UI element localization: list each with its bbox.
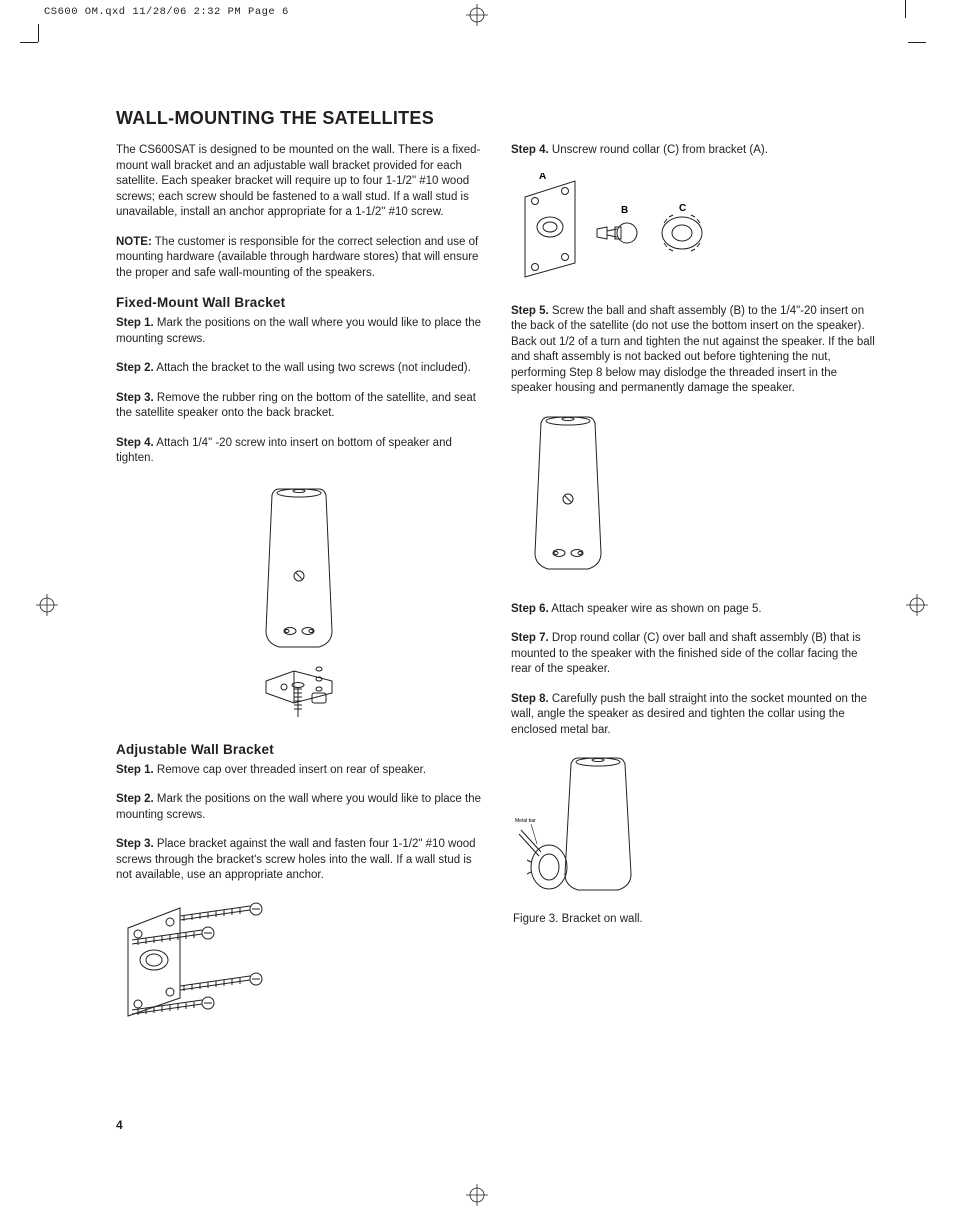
note-paragraph: NOTE: The customer is responsible for th… xyxy=(116,235,481,282)
step-text: Remove the rubber ring on the bottom of … xyxy=(116,392,476,420)
label-a: A xyxy=(539,173,546,182)
step-label: Step 3. xyxy=(116,392,154,404)
step-text: Attach speaker wire as shown on page 5. xyxy=(549,603,762,615)
page-title: WALL-MOUNTING THE SATELLITES xyxy=(116,108,876,129)
step-label: Step 5. xyxy=(511,305,549,317)
step-text: Mark the positions on the wall where you… xyxy=(116,317,481,345)
step-text: Screw the ball and shaft assembly (B) to… xyxy=(511,305,875,395)
page-number: 4 xyxy=(116,1118,123,1132)
registration-mark-icon xyxy=(466,1184,488,1206)
step-label: Step 2. xyxy=(116,362,154,374)
figure-wall-plate-screws xyxy=(120,898,481,1023)
right-step-5: Step 5. Screw the ball and shaft assembl… xyxy=(511,304,876,397)
wall-plate-screws-icon xyxy=(120,898,280,1018)
two-column-layout: The CS600SAT is designed to be mounted o… xyxy=(116,143,876,1039)
step-label: Step 4. xyxy=(511,144,549,156)
registration-mark-icon xyxy=(466,4,488,26)
step-text: Unscrew round collar (C) from bracket (A… xyxy=(549,144,768,156)
figure-speaker-rear xyxy=(513,411,876,586)
crop-mark xyxy=(38,24,39,42)
crop-mark xyxy=(908,42,926,43)
adj-step-3: Step 3. Place bracket against the wall a… xyxy=(116,837,481,884)
right-column: Step 4. Unscrew round collar (C) from br… xyxy=(511,143,876,1039)
fixed-step-4: Step 4. Attach 1/4" -20 screw into inser… xyxy=(116,436,481,467)
right-step-4: Step 4. Unscrew round collar (C) from br… xyxy=(511,143,876,159)
registration-mark-icon xyxy=(906,594,928,616)
speaker-fixed-bracket-icon xyxy=(224,481,374,721)
step-text: Attach 1/4" -20 screw into insert on bot… xyxy=(116,437,452,465)
bracket-parts-icon: A B C xyxy=(517,173,717,283)
figure-3-caption: Figure 3. Bracket on wall. xyxy=(513,913,876,925)
step-label: Step 7. xyxy=(511,632,549,644)
step-label: Step 2. xyxy=(116,793,154,805)
step-text: Place bracket against the wall and faste… xyxy=(116,838,476,881)
adjustable-heading: Adjustable Wall Bracket xyxy=(116,742,481,757)
figure-bracket-parts: A B C xyxy=(517,173,876,288)
fixed-step-3: Step 3. Remove the rubber ring on the bo… xyxy=(116,391,481,422)
step-label: Step 8. xyxy=(511,693,549,705)
fixed-step-1: Step 1. Mark the positions on the wall w… xyxy=(116,316,481,347)
step-label: Step 1. xyxy=(116,317,154,329)
step-text: Remove cap over threaded insert on rear … xyxy=(154,764,426,776)
crop-mark xyxy=(905,0,906,18)
step-text: Drop round collar (C) over ball and shaf… xyxy=(511,632,861,675)
step-text: Mark the positions on the wall where you… xyxy=(116,793,481,821)
figure-bracket-on-wall: Metal bar Figure 3. Bracket on wall. xyxy=(513,752,876,925)
speaker-rear-icon xyxy=(513,411,623,581)
label-metal-bar: Metal bar xyxy=(515,818,536,824)
adj-step-1: Step 1. Remove cap over threaded insert … xyxy=(116,763,481,779)
step-label: Step 6. xyxy=(511,603,549,615)
step-text: Attach the bracket to the wall using two… xyxy=(154,362,471,374)
crop-mark xyxy=(20,42,38,43)
bracket-on-wall-icon: Metal bar xyxy=(513,752,663,902)
note-text: The customer is responsible for the corr… xyxy=(116,236,478,279)
page-content: WALL-MOUNTING THE SATELLITES The CS600SA… xyxy=(116,108,876,1039)
right-step-7: Step 7. Drop round collar (C) over ball … xyxy=(511,631,876,678)
registration-mark-icon xyxy=(36,594,58,616)
left-column: The CS600SAT is designed to be mounted o… xyxy=(116,143,481,1039)
label-b: B xyxy=(621,205,628,216)
step-label: Step 1. xyxy=(116,764,154,776)
fixed-mount-heading: Fixed-Mount Wall Bracket xyxy=(116,295,481,310)
fixed-step-2: Step 2. Attach the bracket to the wall u… xyxy=(116,361,481,377)
adj-step-2: Step 2. Mark the positions on the wall w… xyxy=(116,792,481,823)
print-slug: CS600 OM.qxd 11/28/06 2:32 PM Page 6 xyxy=(44,6,289,18)
step-label: Step 3. xyxy=(116,838,154,850)
note-label: NOTE: xyxy=(116,236,152,248)
figure-speaker-fixed-bracket xyxy=(116,481,481,726)
step-label: Step 4. xyxy=(116,437,154,449)
right-step-8: Step 8. Carefully push the ball straight… xyxy=(511,692,876,739)
step-text: Carefully push the ball straight into th… xyxy=(511,693,867,736)
right-step-6: Step 6. Attach speaker wire as shown on … xyxy=(511,602,876,618)
intro-paragraph: The CS600SAT is designed to be mounted o… xyxy=(116,143,481,221)
label-c: C xyxy=(679,203,686,214)
